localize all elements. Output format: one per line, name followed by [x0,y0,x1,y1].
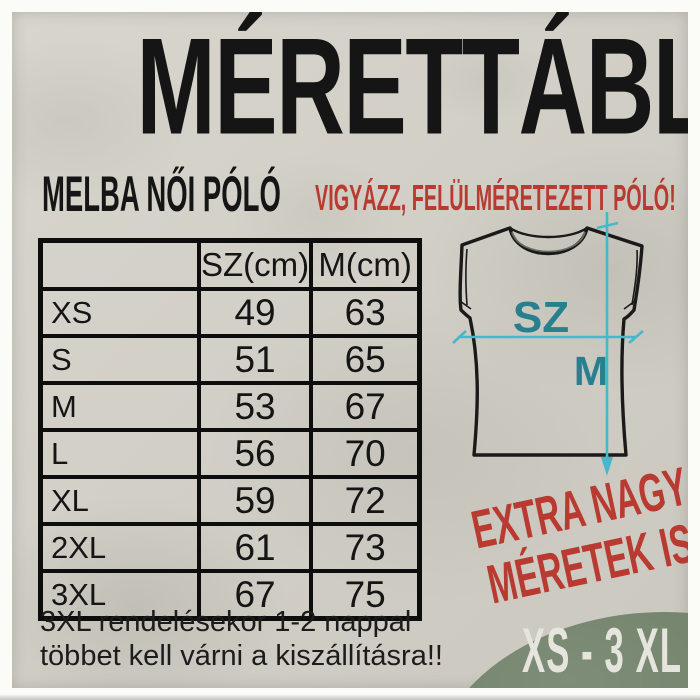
size-cell: XL [38,475,201,526]
length-cell: 63 [309,287,422,338]
width-cell: 59 [196,475,314,526]
length-cell: 67 [309,381,422,432]
header-size [38,238,201,291]
shipping-note: 3XL rendelésekor 1-2 nappal többet kell … [40,605,443,673]
page-title-text: MÉRETTÁBLA [136,12,688,163]
width-cell: 51 [196,334,314,385]
page-title: MÉRETTÁBLA [12,17,688,154]
table-row: XS 49 63 [38,287,422,338]
width-cell: 67 [196,569,314,621]
header-length: M(cm) [309,238,422,291]
header-width: SZ(cm) [196,238,314,291]
product-name-text: MELBA NŐI PÓLÓ [42,166,281,222]
oversize-warning: VIGYÁZZ, FELÜLMÉRETEZETT PÓLÓ! [315,180,688,216]
left-sleeve-cuff-line [459,248,472,310]
size-cell: L [38,428,201,479]
table-row: M 53 67 [38,381,422,432]
length-cell: 73 [309,522,422,573]
width-cell: 53 [196,381,314,432]
shipping-note-line2: többet kell várni a kiszállításra!! [40,640,443,672]
size-cell: 2XL [38,522,201,573]
length-cell: 72 [309,475,422,526]
width-cell: 49 [196,287,314,338]
size-range-label: XS - 3 XL [522,616,683,686]
poster-background: MÉRETTÁBLA MELBA NŐI PÓLÓ VIGYÁZZ, FELÜL… [12,12,688,688]
table-row: S 51 65 [38,334,422,385]
right-sleeve-cuff-line [623,249,638,310]
size-cell: XS [38,287,201,338]
size-cell: M [38,381,201,432]
oversize-warning-text: VIGYÁZZ, FELÜLMÉRETEZETT PÓLÓ! [315,177,676,218]
width-cell: 56 [196,428,314,479]
table-row: L 56 70 [38,428,422,479]
tshirt-diagram: SZ M [452,212,644,476]
product-name: MELBA NŐI PÓLÓ [42,169,476,219]
table-row: 2XL 61 73 [38,522,422,573]
size-cell: 3XL [38,569,201,621]
length-cell: 75 [309,569,422,621]
size-table: SZ(cm) M(cm) XS 49 63 S 51 65 M 53 67 L … [38,238,423,621]
size-table-header-row: SZ(cm) M(cm) [38,238,422,291]
collar-back-line [509,226,588,239]
table-row: XL 59 72 [38,475,422,526]
shipping-note-line1: 3XL rendelésekor 1-2 nappal [40,606,412,638]
table-row: 3XL 67 75 [38,569,422,621]
width-cell: 61 [196,522,314,573]
collar-rib-line [511,231,586,253]
length-cell: 70 [309,428,422,479]
length-cell: 65 [309,334,422,385]
size-cell: S [38,334,201,385]
width-label: SZ [513,293,569,342]
length-measure-line [596,212,619,476]
length-label: M [574,348,608,394]
